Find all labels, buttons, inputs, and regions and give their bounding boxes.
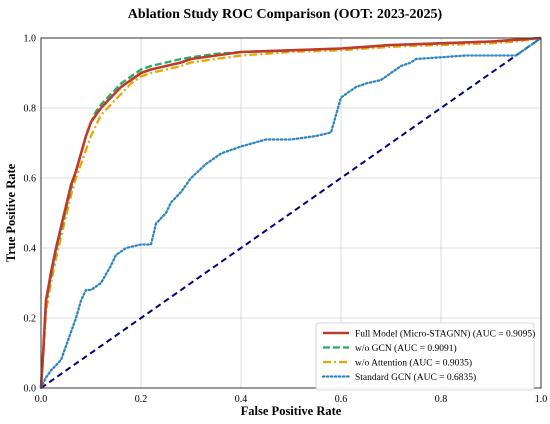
series-line-2	[39, 36, 542, 389]
y-tick-label: 0.6	[24, 174, 37, 185]
y-axis-label: True Positive Rate	[4, 163, 18, 262]
legend-label: w/o Attention (AUC = 0.9035)	[355, 358, 472, 369]
x-axis-label: False Positive Rate	[241, 404, 342, 418]
series-line-3	[39, 36, 543, 390]
legend-label: Standard GCN (AUC = 0.6835)	[355, 372, 476, 383]
plot-frame	[40, 37, 542, 389]
chart-title: Ablation Study ROC Comparison (OOT: 2023…	[128, 7, 443, 22]
x-tick-label: 0.4	[235, 394, 248, 405]
y-tick-label: 0.2	[24, 314, 37, 325]
series-line-0	[39, 36, 542, 389]
axis-layer: 0.0 0.2 0.4 0.6 0.8 1.0 0.0 0.2 0.4 0.6 0.8 1.0	[24, 34, 548, 406]
x-tick-label: 0.2	[135, 394, 148, 405]
y-tick-label: 0.4	[24, 244, 37, 255]
legend: Full Model (Micro-STAGNN) (AUC = 0.9095)…	[315, 322, 535, 391]
legend-box	[315, 322, 535, 391]
random-baseline-line	[40, 37, 542, 389]
series-layer	[39, 36, 543, 390]
x-tick-label: 0.0	[35, 394, 48, 405]
y-tick-label: 0.0	[24, 384, 37, 395]
x-tick-label: 0.6	[335, 394, 348, 405]
x-tick-label: 1.0	[535, 394, 548, 405]
y-tick-label: 1.0	[24, 34, 37, 45]
legend-label: w/o GCN (AUC = 0.9091)	[355, 343, 457, 354]
y-tick-label: 0.8	[24, 104, 37, 115]
x-tick-label: 0.8	[435, 394, 448, 405]
legend-label: Full Model (Micro-STAGNN) (AUC = 0.9095)	[355, 329, 535, 340]
